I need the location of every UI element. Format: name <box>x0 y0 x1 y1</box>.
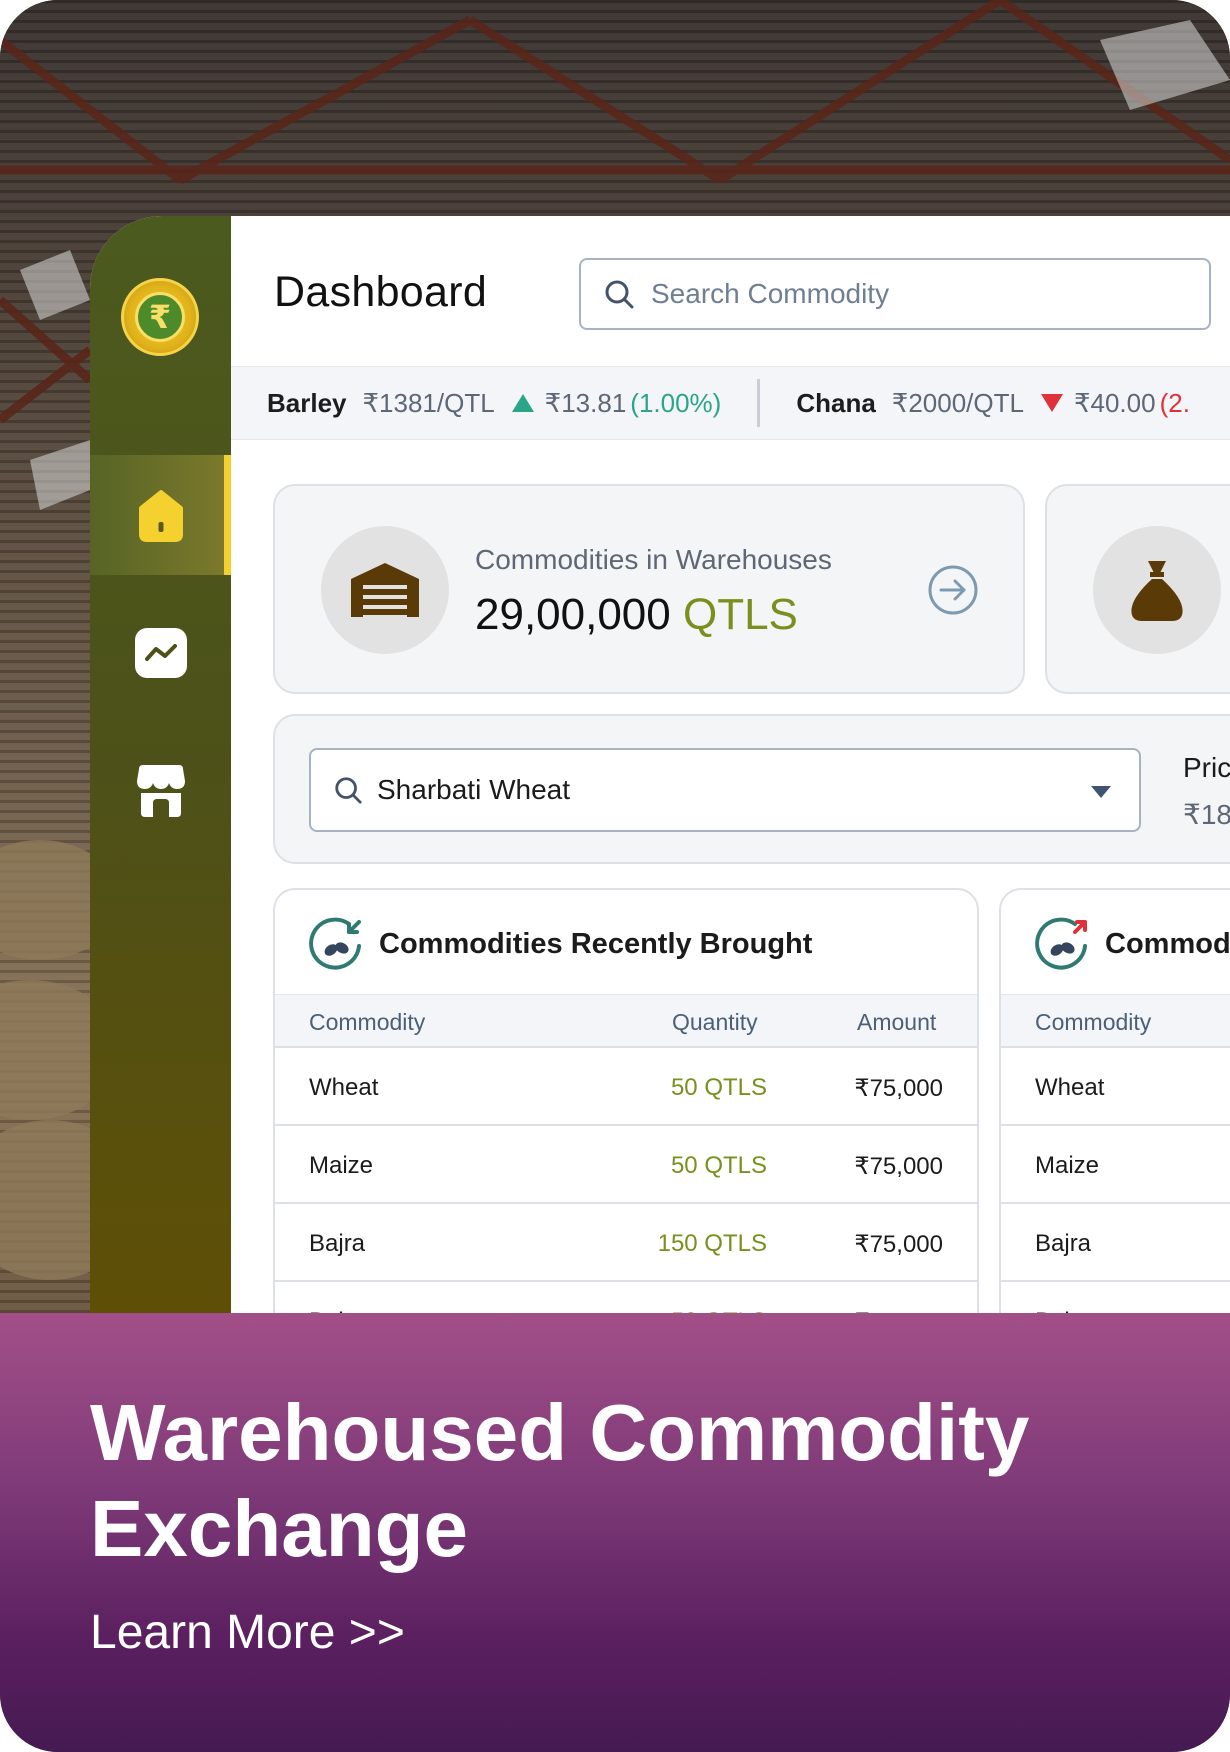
outgoing-commodity-icon <box>1035 917 1087 970</box>
cell-commodity: Maize <box>1035 1152 1100 1179</box>
caret-down-icon <box>1091 786 1111 798</box>
table-header-row: Commodity <box>1001 994 1230 1048</box>
table-title: Commodi <box>1035 914 1230 974</box>
ticker-item-chana[interactable]: Chana ₹2000/QTL ₹40.00 (2. <box>796 388 1190 419</box>
warehouse-stat-card[interactable]: Commodities in Warehouses 29,00,000 QTLS <box>273 484 1025 694</box>
price-ticker: Barley ₹1381/QTL ₹13.81 (1.00%) Chana ₹2… <box>231 366 1230 440</box>
commodity-select[interactable]: Sharbati Wheat <box>309 748 1141 832</box>
brand-logo[interactable]: ₹ <box>121 278 199 356</box>
search-icon <box>335 777 362 804</box>
ticker-divider <box>757 379 761 427</box>
incoming-commodity-icon <box>309 917 361 970</box>
learn-more-link[interactable]: Learn More >> <box>90 1606 405 1659</box>
ticker-item-barley[interactable]: Barley ₹1381/QTL ₹13.81 (1.00%) <box>267 388 721 419</box>
up-arrow-icon <box>511 394 534 412</box>
ticker-percent: (1.00%) <box>630 387 722 418</box>
money-stat-card[interactable] <box>1045 484 1230 694</box>
column-header[interactable]: Quantity <box>672 1009 758 1035</box>
select-value: Sharbati Wheat <box>377 774 570 805</box>
table-title-text: Commodi <box>1105 927 1230 960</box>
down-arrow-icon <box>1040 394 1063 412</box>
ticker-name: Chana <box>796 387 876 418</box>
ticker-change: ₹13.81 <box>544 387 627 418</box>
stat-number: 29,00,000 <box>475 590 671 639</box>
recently-sold-table: Commodi Commodity Wheat Maize Bajra Bajr… <box>999 888 1230 1320</box>
cell-quantity: 150 QTLS <box>657 1230 767 1257</box>
cell-quantity: 50 QTLS <box>670 1152 767 1179</box>
cell-commodity: Bajra <box>1035 1230 1092 1257</box>
table-row[interactable]: Maize <box>1001 1126 1230 1204</box>
main-content: Dashboard Search Commodity Barley ₹1381/… <box>231 216 1230 1320</box>
cell-commodity: Wheat <box>309 1074 379 1101</box>
ticker-percent: (2. <box>1159 387 1190 418</box>
stat-label: Commodities in Warehouses <box>475 544 832 575</box>
table-row[interactable]: Bajra 150 QTLS ₹75,000 <box>275 1204 977 1282</box>
price-value: ₹18 <box>1183 799 1230 830</box>
table-title-text: Commodities Recently Brought <box>379 927 813 960</box>
warehouse-icon-circle <box>321 526 449 654</box>
sidebar-item-market[interactable] <box>90 593 231 713</box>
commodity-selector-card: Sharbati Wheat Pric ₹18 <box>273 714 1230 864</box>
column-header[interactable]: Commodity <box>309 1009 426 1035</box>
table-row[interactable]: Wheat 50 QTLS ₹75,000 <box>275 1048 977 1126</box>
ticker-price: ₹2000/QTL <box>891 387 1024 418</box>
cell-quantity: 50 QTLS <box>670 1074 767 1101</box>
home-icon <box>138 490 183 542</box>
table-title: Commodities Recently Brought <box>309 914 812 974</box>
table-row[interactable]: Maize 50 QTLS ₹75,000 <box>275 1126 977 1204</box>
price-label: Pric <box>1183 752 1230 783</box>
banner-title: Warehoused Commodity Exchange <box>90 1388 1030 1573</box>
app-window: ₹ Dashboard <box>90 216 1230 1320</box>
sidebar-item-home[interactable] <box>90 455 231 575</box>
cell-commodity: Maize <box>309 1152 374 1179</box>
stat-value: 29,00,000 QTLS <box>475 590 798 640</box>
money-bag-icon <box>1131 561 1183 621</box>
cell-amount: ₹75,000 <box>854 1075 943 1102</box>
column-header[interactable]: Commodity <box>1035 1009 1152 1035</box>
cell-amount: ₹75,000 <box>854 1231 943 1258</box>
rupee-logo-icon: ₹ <box>135 292 185 342</box>
sidebar-item-store[interactable] <box>90 731 231 851</box>
store-icon <box>136 765 185 817</box>
warehouse-icon <box>351 563 419 617</box>
recently-bought-table: Commodities Recently Brought Commodity Q… <box>273 888 979 1320</box>
promo-banner: Warehoused Commodity Exchange Learn More… <box>0 1313 1230 1752</box>
sidebar: ₹ <box>90 216 231 1320</box>
trend-chart-icon <box>134 628 187 678</box>
page-title: Dashboard <box>274 268 488 316</box>
cell-commodity: Wheat <box>1035 1074 1105 1101</box>
search-placeholder: Search Commodity <box>651 278 890 309</box>
table-header-row: Commodity Quantity Amount <box>275 994 977 1048</box>
ticker-name: Barley <box>267 387 347 418</box>
search-icon <box>605 280 634 309</box>
stat-unit: QTLS <box>682 590 798 639</box>
money-bag-icon-circle <box>1093 526 1221 654</box>
ticker-price: ₹1381/QTL <box>362 387 495 418</box>
ticker-change: ₹40.00 <box>1073 387 1156 418</box>
table-row[interactable]: Bajra <box>1001 1204 1230 1282</box>
table-row[interactable]: Wheat <box>1001 1048 1230 1126</box>
column-header[interactable]: Amount <box>857 1009 937 1035</box>
cell-commodity: Bajra <box>309 1230 366 1257</box>
cell-amount: ₹75,000 <box>854 1153 943 1180</box>
arrow-right-circle-icon[interactable] <box>927 564 979 616</box>
search-input[interactable]: Search Commodity <box>579 258 1211 330</box>
